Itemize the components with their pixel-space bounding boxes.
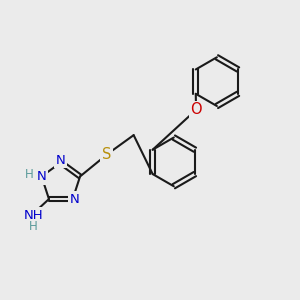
Text: N: N: [56, 154, 66, 167]
Text: NH: NH: [24, 209, 43, 222]
Text: H: H: [29, 220, 38, 233]
Text: S: S: [102, 147, 112, 162]
Text: N: N: [37, 170, 46, 183]
Text: N: N: [70, 193, 80, 206]
Text: H: H: [25, 169, 34, 182]
Text: O: O: [190, 102, 202, 117]
